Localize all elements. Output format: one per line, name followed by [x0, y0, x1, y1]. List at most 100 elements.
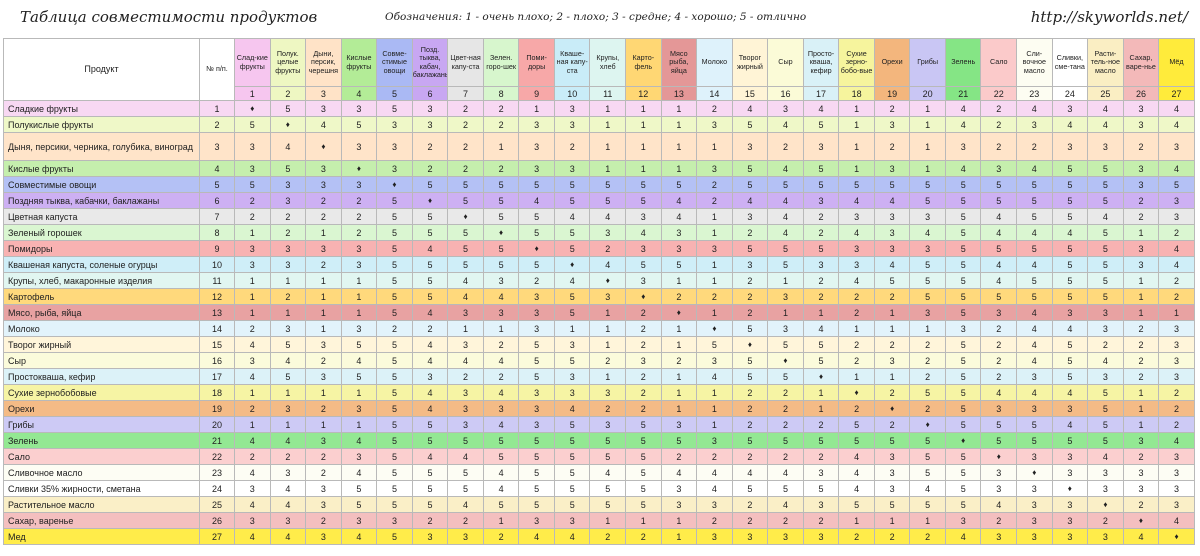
- compatibility-score: 2: [1122, 352, 1160, 369]
- column-header: Творог жирный: [731, 38, 769, 87]
- compatibility-score: 1: [802, 400, 840, 417]
- product-name: Сладкие фрукты: [3, 100, 200, 117]
- table-row: Крупы, хлеб, макаронные изделия 11 1 1 1 1 5 5 4…: [3, 272, 1195, 289]
- compatibility-score: 5: [340, 496, 378, 513]
- compatibility-score: 3: [731, 256, 769, 273]
- compatibility-score: 5: [1016, 208, 1053, 225]
- compatibility-score: 5: [589, 192, 627, 209]
- compatibility-score: 5: [518, 480, 555, 497]
- compatibility-score: 1: [696, 304, 733, 321]
- compatibility-score: 5: [376, 480, 413, 497]
- compatibility-score: 3: [305, 100, 342, 117]
- column-number: 20: [909, 86, 946, 101]
- compatibility-score: 3: [909, 208, 946, 225]
- compatibility-score: 4: [1051, 320, 1089, 337]
- compatibility-score: 3: [589, 224, 627, 241]
- compatibility-score: 2: [660, 448, 698, 465]
- self-pair-marker: ♦: [1051, 480, 1089, 497]
- compatibility-score: 5: [1087, 384, 1124, 401]
- compatibility-score: 5: [696, 336, 733, 353]
- compatibility-score: 2: [482, 116, 520, 133]
- compatibility-score: 2: [305, 464, 342, 481]
- compatibility-score: 5: [1158, 176, 1195, 193]
- compatibility-score: 2: [980, 132, 1018, 161]
- table-row: Орехи 19 2 3 2 3 5 4 3 3 3 4 2 2 1 1 2 2 1 2 ♦ 2 5 3 3 3 5 1 2: [3, 400, 1195, 417]
- column-header: Сли-вочное масло: [1016, 38, 1053, 87]
- compatibility-score: 2: [589, 352, 627, 369]
- compatibility-score: 2: [731, 288, 769, 305]
- compatibility-score: 2: [838, 528, 875, 545]
- compatibility-score: 5: [482, 240, 520, 257]
- compatibility-score: 3: [980, 480, 1018, 497]
- table-row: Простокваша, кефир 17 4 5 3 5 5 3 2 2 5 3 1 2 1 4 5 5 ♦ 1 1 2…: [3, 368, 1195, 385]
- compatibility-score: 2: [482, 368, 520, 385]
- compatibility-score: 5: [376, 304, 413, 321]
- compatibility-score: 4: [838, 192, 875, 209]
- compatibility-score: 2: [305, 256, 342, 273]
- compatibility-score: 2: [731, 384, 769, 401]
- compatibility-score: 4: [234, 496, 271, 513]
- compatibility-score: 3: [305, 336, 342, 353]
- compatibility-score: 3: [1122, 100, 1160, 117]
- compatibility-score: 5: [340, 480, 378, 497]
- compatibility-score: 3: [340, 176, 378, 193]
- compatibility-score: 1: [696, 384, 733, 401]
- compatibility-score: 2: [1158, 224, 1195, 241]
- compatibility-score: 1: [589, 320, 627, 337]
- compatibility-score: 2: [305, 208, 342, 225]
- compatibility-score: 4: [482, 416, 520, 433]
- compatibility-score: 1: [873, 368, 911, 385]
- product-name: Сало: [3, 448, 200, 465]
- compatibility-score: 5: [980, 416, 1018, 433]
- compatibility-score: 5: [411, 480, 449, 497]
- compatibility-score: 4: [731, 100, 769, 117]
- compatibility-score: 3: [1158, 208, 1195, 225]
- compatibility-score: 5: [411, 432, 449, 449]
- site-url[interactable]: http://skyworlds.net/: [1030, 8, 1188, 26]
- compatibility-score: 5: [518, 448, 555, 465]
- compatibility-score: 4: [482, 464, 520, 481]
- compatibility-score: 1: [625, 512, 662, 529]
- compatibility-score: 3: [767, 320, 804, 337]
- compatibility-score: 1: [305, 304, 342, 321]
- compatibility-score: 1: [589, 160, 627, 177]
- compatibility-score: 3: [1016, 448, 1053, 465]
- compatibility-score: 5: [731, 352, 769, 369]
- compatibility-score: 1: [553, 320, 591, 337]
- compatibility-score: 1: [838, 320, 875, 337]
- compatibility-score: 5: [838, 416, 875, 433]
- product-number: 5: [199, 176, 235, 193]
- compatibility-score: 4: [269, 132, 307, 161]
- compatibility-score: 3: [696, 160, 733, 177]
- compatibility-score: 2: [625, 400, 662, 417]
- product-name: Зеленый горошек: [3, 224, 200, 241]
- compatibility-score: 4: [1016, 304, 1053, 321]
- table-row: Грибы 20 1 1 1 1 5 5 3 4 3 5 3 5 3 1 2 2 2 5 2 ♦ 5 5 5 4 5 1 2: [3, 416, 1195, 433]
- product-number: 16: [199, 352, 235, 369]
- compatibility-score: 2: [305, 192, 342, 209]
- compatibility-score: 5: [838, 432, 875, 449]
- compatibility-score: 5: [731, 480, 769, 497]
- self-pair-marker: ♦: [909, 416, 946, 433]
- product-name: Картофель: [3, 288, 200, 305]
- self-pair-marker: ♦: [1016, 464, 1053, 481]
- compatibility-score: 3: [873, 208, 911, 225]
- column-header: Цвет-ная капу-ста: [447, 38, 484, 87]
- self-pair-marker: ♦: [269, 116, 307, 133]
- compatibility-score: 1: [660, 272, 698, 289]
- product-name: Полукислые фрукты: [3, 116, 200, 133]
- product-number: 26: [199, 512, 235, 529]
- compatibility-score: 5: [625, 496, 662, 513]
- compatibility-score: 5: [873, 176, 911, 193]
- self-pair-marker: ♦: [1122, 512, 1160, 529]
- compatibility-score: 3: [980, 160, 1018, 177]
- compatibility-score: 5: [340, 116, 378, 133]
- compatibility-score: 4: [696, 480, 733, 497]
- compatibility-score: 1: [625, 100, 662, 117]
- product-name: Молоко: [3, 320, 200, 337]
- column-number: 22: [980, 86, 1018, 101]
- compatibility-score: 4: [1087, 448, 1124, 465]
- compatibility-score: 3: [909, 240, 946, 257]
- table-row: Мясо, рыба, яйца 13 1 1 1 1 5 4 3 3 3 5 1 2 ♦ 1 2 1 1 2 1 3 5 3…: [3, 304, 1195, 321]
- compatibility-table: Продукт № п/п. Слад-кие фрукты Полук. цел…: [3, 38, 1195, 545]
